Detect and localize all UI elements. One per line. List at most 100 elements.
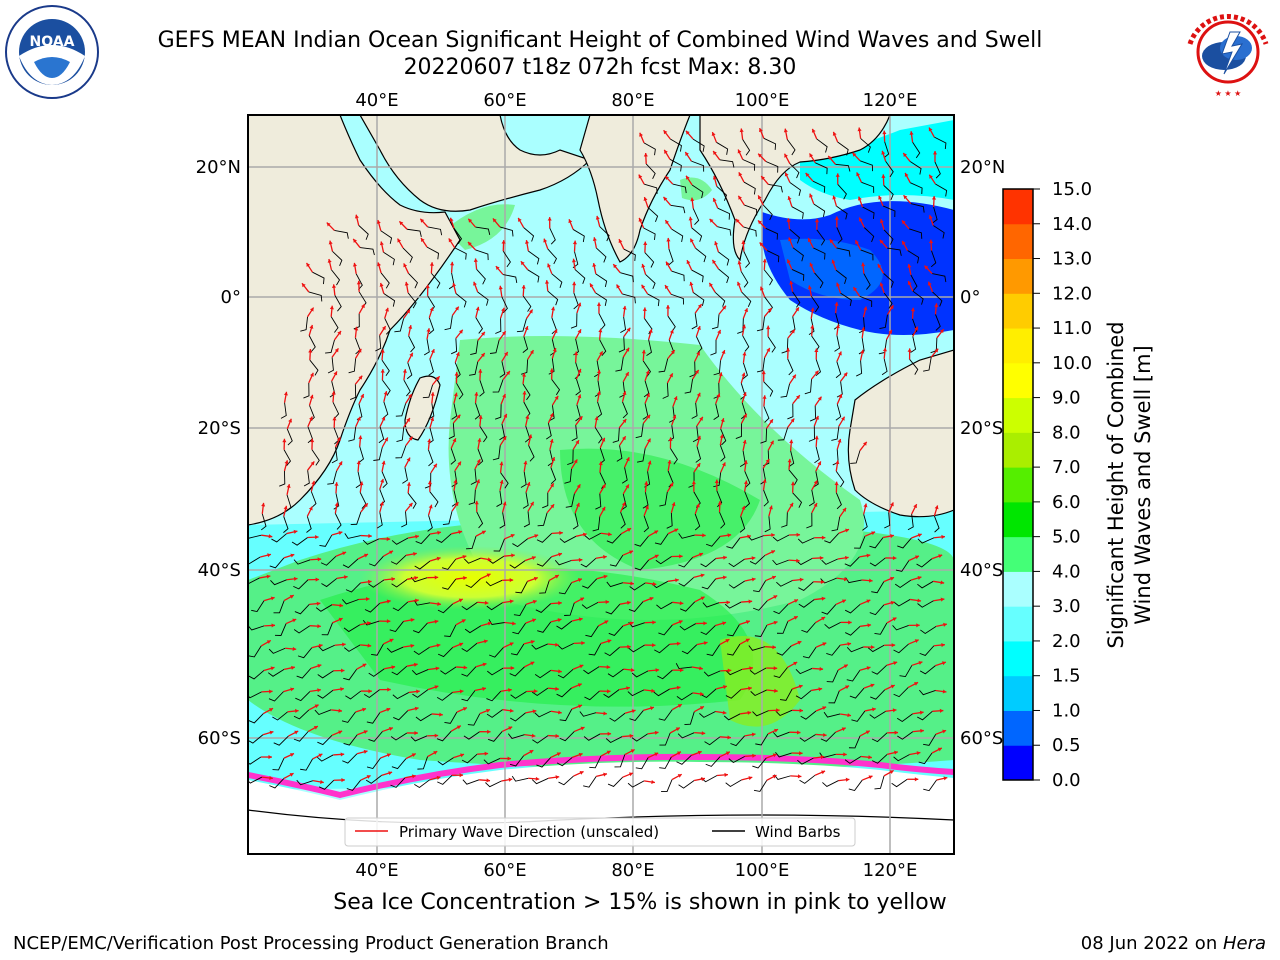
wave-arrow-head bbox=[942, 729, 947, 734]
wind-barb bbox=[376, 512, 383, 529]
wind-barb bbox=[556, 687, 572, 698]
wave-arrow-head bbox=[386, 619, 391, 624]
wind-barb bbox=[923, 779, 937, 792]
wave-arrow-head bbox=[688, 216, 693, 221]
wave-arrow-head bbox=[338, 461, 343, 466]
wind-barb bbox=[536, 757, 552, 768]
wind-barb bbox=[772, 731, 790, 738]
wind-barb bbox=[436, 691, 453, 701]
wind-barb bbox=[355, 273, 363, 291]
wave-arrow-head bbox=[456, 725, 461, 730]
wind-barb bbox=[860, 138, 871, 153]
wave-arrow-head bbox=[284, 460, 289, 465]
wind-barb bbox=[871, 664, 887, 675]
wind-barb bbox=[556, 757, 573, 767]
wave-arrow-head bbox=[518, 217, 522, 222]
lon-label-bottom: 60°E bbox=[483, 860, 526, 881]
wind-barb bbox=[317, 670, 334, 679]
wave-arrow-head bbox=[288, 418, 292, 423]
wave-arrow-head bbox=[847, 641, 852, 647]
colorbar-swatch bbox=[1003, 571, 1033, 607]
wind-barb bbox=[860, 249, 874, 261]
wave-arrow-head bbox=[387, 687, 391, 692]
wind-barb bbox=[728, 558, 745, 568]
lat-label-right: 20°S bbox=[960, 418, 1003, 439]
wave-arrow-head bbox=[430, 349, 435, 354]
wave-arrow-head bbox=[551, 306, 556, 311]
colorbar-tick-label: 2.0 bbox=[1052, 631, 1081, 652]
wave-arrow-head bbox=[931, 196, 937, 200]
wind-barb bbox=[557, 642, 574, 650]
wave-arrow-head bbox=[622, 391, 627, 396]
wave-arrow-head bbox=[823, 732, 827, 738]
wind-barb bbox=[670, 448, 678, 465]
wave-arrow-head bbox=[310, 461, 315, 466]
wave-arrow-head bbox=[574, 351, 579, 356]
wave-arrow-head bbox=[397, 238, 402, 243]
wave-arrow-head bbox=[589, 283, 594, 288]
wind-barb bbox=[448, 423, 455, 440]
wind-barb bbox=[658, 358, 669, 373]
wave-arrow-head bbox=[790, 418, 795, 423]
wind-barb bbox=[882, 205, 896, 218]
wind-barb bbox=[522, 383, 531, 401]
wave-arrow-head bbox=[625, 347, 630, 352]
wind-barb bbox=[368, 668, 385, 677]
wind-barb bbox=[795, 668, 813, 675]
wind-barb bbox=[821, 558, 838, 565]
wind-barb bbox=[248, 645, 262, 658]
wind-barb bbox=[775, 751, 792, 758]
wave-arrow-head bbox=[332, 416, 337, 421]
lat-label-left: 20°N bbox=[196, 157, 241, 178]
wave-arrow-head bbox=[809, 262, 814, 267]
wave-arrow-head bbox=[663, 130, 668, 135]
wave-arrow-head bbox=[890, 684, 895, 689]
wind-barb bbox=[815, 359, 822, 377]
wave-arrow-head bbox=[429, 262, 434, 266]
wave-arrow-head bbox=[737, 149, 742, 154]
wind-barb bbox=[659, 491, 668, 507]
wind-barb bbox=[431, 272, 441, 289]
wave-arrow-head bbox=[499, 461, 504, 466]
wave-arrow-head bbox=[452, 438, 457, 443]
wave-arrow-head bbox=[843, 372, 848, 377]
wave-arrow-head bbox=[796, 730, 801, 735]
wind-barb bbox=[479, 380, 485, 397]
wave-arrow-head bbox=[341, 777, 345, 783]
wave-arrow-head bbox=[907, 264, 912, 268]
wind-barb bbox=[869, 710, 886, 719]
wind-barb bbox=[666, 512, 673, 529]
wave-arrow-head bbox=[380, 349, 385, 353]
lat-label-right: 0° bbox=[960, 287, 980, 308]
wind-barb bbox=[522, 336, 529, 353]
wind-barb bbox=[358, 225, 369, 240]
wave-arrow-head bbox=[748, 776, 753, 781]
wind-barb bbox=[607, 776, 624, 787]
wind-barb bbox=[599, 472, 607, 489]
wave-arrow-head bbox=[555, 686, 559, 691]
wind-barb bbox=[280, 402, 287, 419]
wind-barb bbox=[893, 754, 910, 762]
wind-barb bbox=[248, 734, 264, 744]
wind-barb bbox=[579, 711, 597, 717]
wind-barb bbox=[332, 401, 340, 419]
wave-arrow-head bbox=[670, 350, 675, 355]
wave-arrow-head bbox=[761, 370, 766, 375]
wave-arrow-head bbox=[408, 502, 413, 507]
wind-barb bbox=[684, 379, 694, 394]
wind-barb bbox=[692, 292, 705, 306]
wind-barb bbox=[248, 776, 263, 784]
wind-barb bbox=[615, 357, 624, 372]
wind-barb bbox=[343, 734, 358, 746]
wave-arrow-head bbox=[486, 708, 491, 713]
wave-arrow-head bbox=[776, 708, 780, 713]
wind-barb bbox=[786, 139, 796, 156]
wave-arrow-head bbox=[628, 772, 633, 777]
wave-arrow-head bbox=[376, 220, 381, 224]
wind-barb bbox=[463, 731, 480, 740]
wind-barb bbox=[764, 516, 771, 533]
wave-arrow-head bbox=[790, 481, 795, 486]
wave-arrow-head bbox=[455, 306, 459, 311]
wave-arrow-head bbox=[699, 416, 703, 421]
wave-arrow-head bbox=[453, 479, 458, 484]
